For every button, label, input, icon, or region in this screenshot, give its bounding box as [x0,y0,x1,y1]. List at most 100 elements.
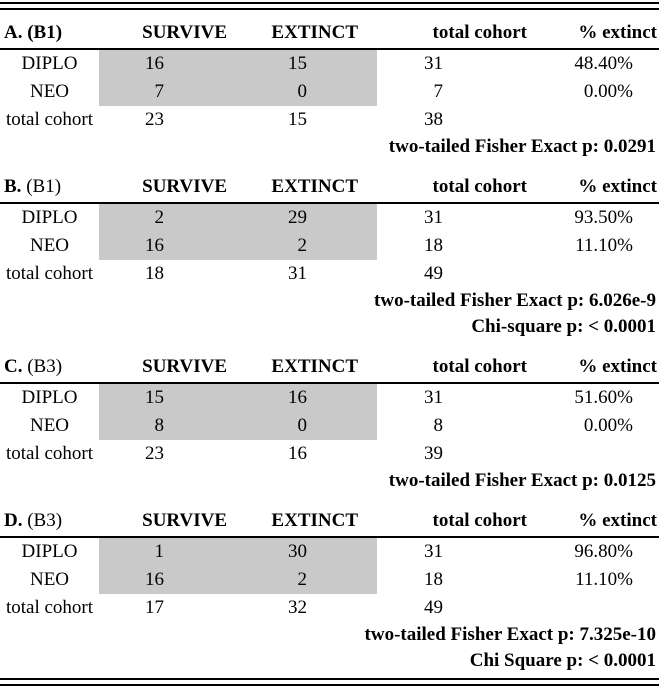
cell-extinct: 2 [238,566,377,594]
cell-total-cohort: 49 [424,263,443,284]
cell-pct-extinct: 0.00% [583,81,633,102]
col-header-total-cohort: total cohort [432,22,527,43]
table-row-total-cohort: total cohort 18 31 49 [0,260,659,288]
cell-survive: 16 [99,232,238,260]
cell-total-cohort: 31 [424,387,443,408]
cell-pct-extinct: 11.10% [575,569,633,590]
cell-pct-extinct: 96.80% [574,541,633,562]
table-row-neo: NEO 16 2 18 11.10% [0,232,659,260]
cell-pct-extinct [527,594,659,622]
col-header-survive: SURVIVE [142,510,227,531]
cell-total-cohort: 18 [424,569,443,590]
cell-extinct: 31 [288,263,307,284]
row-label: NEO [29,235,70,256]
row-label: DIPLO [21,53,78,74]
table-row-diplo: DIPLO 15 16 31 51.60% [0,384,659,412]
cell-total-cohort: 31 [424,541,443,562]
cell-survive: 23 [145,109,164,130]
stat-line-fisher-exact: two-tailed Fisher Exact p: 6.026e-9 [374,290,656,311]
col-header-extinct: EXTINCT [271,22,358,43]
table-row-neo: NEO 7 0 7 0.00% [0,78,659,106]
cell-extinct: 29 [238,204,377,232]
table-row-diplo: DIPLO 2 29 31 93.50% [0,204,659,232]
row-label: NEO [29,569,70,590]
col-header-survive: SURVIVE [142,22,227,43]
cell-total-cohort: 39 [424,443,443,464]
row-label: total cohort [5,263,94,284]
cell-pct-extinct: 48.40% [574,53,633,74]
panel-label: D. (B3) [0,510,99,536]
stat-line-fisher-exact: two-tailed Fisher Exact p: 7.325e-10 [364,624,656,645]
cell-total-cohort: 7 [433,81,444,102]
panel-label-bold: D. [4,510,23,531]
panel-0: A. (B1) SURVIVE EXTINCT total cohort % extin… [0,10,659,164]
cell-total-cohort: 18 [424,235,443,256]
cell-total-cohort: 38 [424,109,443,130]
panel-2: C. (B3) SURVIVE EXTINCT total cohort % extin… [0,344,659,498]
panel-label-bold: B. [4,176,22,197]
col-header-pct-extinct: % extinct [578,176,657,197]
table-row-neo: NEO 16 2 18 11.10% [0,566,659,594]
panels-container: A. (B1) SURVIVE EXTINCT total cohort % extin… [0,10,659,678]
panel-label: A. (B1) [0,22,99,48]
panel-header-row: B. (B1) SURVIVE EXTINCT total cohort % extin… [0,164,659,204]
cell-extinct: 2 [238,232,377,260]
cell-extinct: 32 [288,597,307,618]
cell-extinct: 0 [238,412,377,440]
col-header-total-cohort: total cohort [432,510,527,531]
cell-pct-extinct: 93.50% [574,207,633,228]
cell-pct-extinct [527,260,659,288]
stat-line-fisher-exact: two-tailed Fisher Exact p: 0.0125 [388,470,656,491]
panel-label-regular: (B3) [22,510,63,531]
bottom-double-rule [0,678,659,686]
cell-survive: 15 [99,384,238,412]
row-label: NEO [29,81,70,102]
cell-pct-extinct: 0.00% [583,415,633,436]
panel-label: C. (B3) [0,356,99,382]
cell-pct-extinct [527,440,659,468]
panel-label-regular: (B3) [22,356,63,377]
cell-total-cohort: 31 [424,207,443,228]
col-header-pct-extinct: % extinct [578,22,657,43]
cell-survive: 23 [145,443,164,464]
table-row-diplo: DIPLO 1 30 31 96.80% [0,538,659,566]
cell-extinct: 15 [288,109,307,130]
table-row-total-cohort: total cohort 23 15 38 [0,106,659,134]
stat-line-chi-square: Chi Square p: < 0.0001 [469,650,656,671]
col-header-survive: SURVIVE [142,176,227,197]
panel-header-row: A. (B1) SURVIVE EXTINCT total cohort % extin… [0,10,659,50]
top-double-rule [0,2,659,10]
cell-extinct: 30 [238,538,377,566]
row-label: NEO [29,415,70,436]
row-label: DIPLO [21,387,78,408]
row-label: total cohort [5,443,94,464]
cell-survive: 16 [99,50,238,78]
col-header-survive: SURVIVE [142,356,227,377]
stat-line-chi-square: Chi-square p: < 0.0001 [471,316,656,337]
cell-pct-extinct [527,106,659,134]
col-header-total-cohort: total cohort [432,356,527,377]
row-label: DIPLO [21,207,78,228]
panel-3: D. (B3) SURVIVE EXTINCT total cohort % extin… [0,498,659,678]
cell-survive: 16 [99,566,238,594]
cell-total-cohort: 49 [424,597,443,618]
panel-label-bold: C. [4,356,23,377]
cell-survive: 2 [99,204,238,232]
cell-extinct: 16 [238,384,377,412]
cell-extinct: 15 [238,50,377,78]
col-header-pct-extinct: % extinct [578,356,657,377]
cell-extinct: 16 [288,443,307,464]
panel-label: B. (B1) [0,176,99,202]
panel-label-regular: (B1) [21,176,62,197]
cell-survive: 7 [99,78,238,106]
table-row-total-cohort: total cohort 17 32 49 [0,594,659,622]
stat-line-fisher-exact: two-tailed Fisher Exact p: 0.0291 [388,136,656,157]
col-header-total-cohort: total cohort [432,176,527,197]
cell-pct-extinct: 11.10% [575,235,633,256]
col-header-pct-extinct: % extinct [578,510,657,531]
col-header-extinct: EXTINCT [271,510,358,531]
cell-survive: 17 [145,597,164,618]
row-label: DIPLO [21,541,78,562]
cell-survive: 8 [99,412,238,440]
panel-label-bold: A. (B1) [4,22,63,43]
